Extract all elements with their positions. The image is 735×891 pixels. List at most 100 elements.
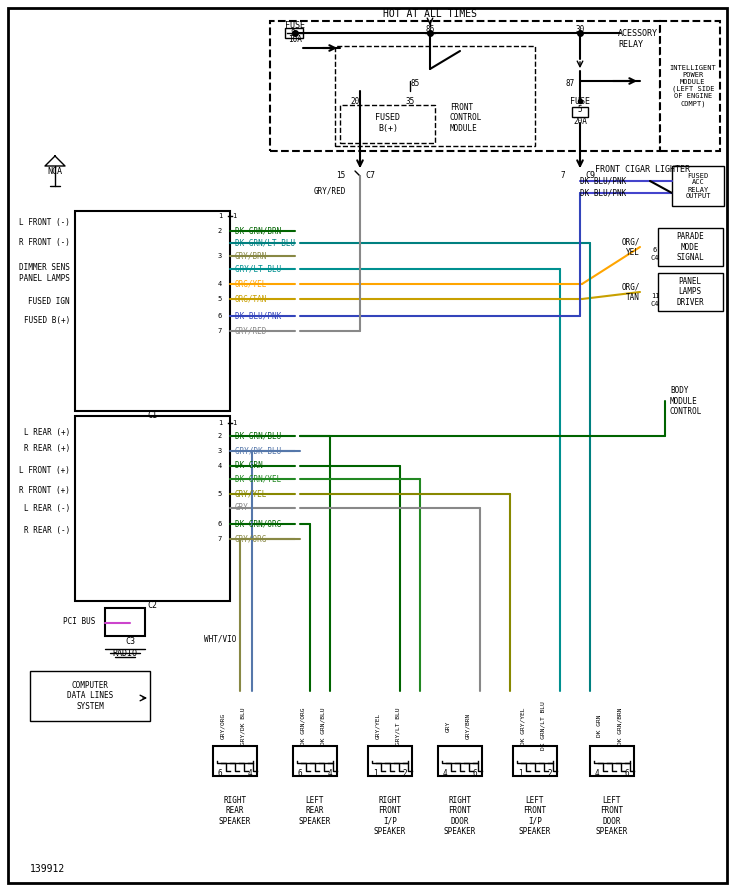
Text: DIMMER SENS
PANEL LAMPS: DIMMER SENS PANEL LAMPS [19, 264, 70, 282]
Text: 1: 1 [218, 213, 222, 219]
Text: C2: C2 [147, 601, 157, 609]
Text: 5: 5 [578, 104, 582, 113]
Text: PARADE
MODE
SIGNAL: PARADE MODE SIGNAL [676, 232, 704, 262]
Text: RIGHT
REAR
SPEAKER: RIGHT REAR SPEAKER [219, 796, 251, 826]
Text: FUSED: FUSED [376, 113, 401, 122]
Text: 7: 7 [560, 171, 565, 181]
Text: 3: 3 [218, 253, 222, 259]
Bar [270, 21, 660, 151]
Text: DK GRN/LT BLU: DK GRN/LT BLU [235, 239, 295, 248]
Text: R REAR (+): R REAR (+) [24, 444, 70, 453]
Text: 6: 6 [298, 770, 302, 779]
Text: B(+): B(+) [378, 124, 398, 133]
Text: FRONT CIGAR LIGHTER: FRONT CIGAR LIGHTER [595, 165, 690, 174]
Text: DK GRN/ORG: DK GRN/ORG [301, 707, 306, 745]
Text: DK BLU/PNK: DK BLU/PNK [235, 312, 282, 321]
Text: INTELLIGENT
POWER
MODULE
(LEFT SIDE
OF ENGINE
COMPT): INTELLIGENT POWER MODULE (LEFT SIDE OF E… [670, 65, 717, 107]
Text: GRY/ORG: GRY/ORG [220, 713, 226, 740]
Text: 139912: 139912 [30, 864, 65, 874]
Text: L FRONT (-): L FRONT (-) [19, 218, 70, 227]
Text: FUSED B(+): FUSED B(+) [24, 316, 70, 325]
Bar [75, 416, 230, 601]
Bar [590, 746, 634, 776]
Bar [340, 105, 435, 143]
Text: 7: 7 [218, 536, 222, 542]
Text: C7: C7 [365, 171, 375, 181]
Bar [30, 671, 150, 721]
Text: 1: 1 [232, 213, 236, 219]
Text: GRY/DK BLU: GRY/DK BLU [235, 446, 282, 455]
Text: DK GRN: DK GRN [235, 462, 262, 470]
Text: 6: 6 [218, 521, 222, 527]
Bar [660, 21, 720, 151]
Text: ACESSORY
RELAY: ACESSORY RELAY [618, 29, 658, 49]
Bar [368, 746, 412, 776]
Text: RIGHT
FRONT
I/P
SPEAKER: RIGHT FRONT I/P SPEAKER [374, 796, 406, 836]
Text: 10A: 10A [288, 36, 302, 45]
Text: LEFT
FRONT
DOOR
SPEAKER: LEFT FRONT DOOR SPEAKER [596, 796, 628, 836]
Text: 86: 86 [426, 24, 434, 34]
Text: 8: 8 [290, 29, 295, 37]
Text: GRY/YEL: GRY/YEL [376, 713, 381, 740]
Text: 1: 1 [218, 420, 222, 426]
Text: DK GRN: DK GRN [598, 715, 603, 737]
Text: GRY/YEL: GRY/YEL [235, 489, 268, 498]
Text: 6
C4: 6 C4 [650, 248, 659, 260]
Text: L REAR (+): L REAR (+) [24, 429, 70, 437]
Bar [75, 211, 230, 411]
Bar [658, 273, 723, 311]
Text: NCA: NCA [48, 167, 62, 176]
Text: FRONT
CONTROL
MODULE: FRONT CONTROL MODULE [450, 103, 482, 133]
Text: C9: C9 [585, 171, 595, 181]
Text: 35: 35 [406, 96, 415, 105]
Bar [213, 746, 257, 776]
Text: LEFT
FRONT
I/P
SPEAKER: LEFT FRONT I/P SPEAKER [519, 796, 551, 836]
Text: DK BLU/PNK: DK BLU/PNK [580, 176, 626, 185]
Text: C3: C3 [125, 636, 135, 645]
Text: GRY: GRY [235, 503, 249, 512]
Text: GRY/BRN: GRY/BRN [235, 251, 268, 260]
Text: 5: 5 [218, 296, 222, 302]
Bar [658, 228, 723, 266]
Text: C1: C1 [147, 411, 157, 420]
Text: 2: 2 [403, 770, 407, 779]
Text: FUSE: FUSE [285, 21, 305, 30]
Text: GRY/DK BLU: GRY/DK BLU [240, 707, 245, 745]
Text: FUSED
ACC
RELAY
OUTPUT: FUSED ACC RELAY OUTPUT [685, 173, 711, 200]
Text: 4: 4 [328, 770, 332, 779]
Text: RADIO: RADIO [112, 649, 137, 658]
Text: DK GRN/ORG: DK GRN/ORG [235, 519, 282, 528]
Text: 20: 20 [351, 96, 360, 105]
Text: 6: 6 [473, 770, 477, 779]
Text: 4: 4 [218, 463, 222, 469]
Bar [438, 746, 482, 776]
Text: 11
C4: 11 C4 [650, 293, 659, 307]
Bar [572, 107, 588, 117]
Text: BODY
MODULE
CONTROL: BODY MODULE CONTROL [670, 386, 703, 416]
Text: 5: 5 [218, 491, 222, 497]
Text: 2: 2 [548, 770, 552, 779]
Text: 30: 30 [576, 24, 584, 34]
Text: 2: 2 [218, 433, 222, 439]
Text: 6: 6 [218, 770, 222, 779]
Bar [105, 608, 145, 636]
Text: HOT AT ALL TIMES: HOT AT ALL TIMES [383, 9, 477, 19]
Text: ORG/
TAN: ORG/ TAN [622, 282, 640, 302]
Text: L FRONT (+): L FRONT (+) [19, 467, 70, 476]
Text: ORG/TAN: ORG/TAN [235, 295, 268, 304]
Bar [672, 166, 724, 206]
Text: ORG/
YEL: ORG/ YEL [622, 237, 640, 257]
Text: 1: 1 [232, 420, 236, 426]
Text: L REAR (-): L REAR (-) [24, 503, 70, 512]
Text: 7: 7 [218, 328, 222, 334]
Text: GRY/LT BLU: GRY/LT BLU [235, 265, 282, 274]
Text: DK GRN/BRN: DK GRN/BRN [235, 226, 282, 235]
Text: DK GRN/BRN: DK GRN/BRN [617, 707, 623, 745]
Text: GRY/BRN: GRY/BRN [465, 713, 470, 740]
Text: 4: 4 [442, 770, 448, 779]
Text: GRY/LT BLU: GRY/LT BLU [395, 707, 401, 745]
Text: 1: 1 [517, 770, 523, 779]
Text: R FRONT (+): R FRONT (+) [19, 486, 70, 495]
Text: 4: 4 [248, 770, 252, 779]
Text: COMPUTER
DATA LINES
SYSTEM: COMPUTER DATA LINES SYSTEM [67, 681, 113, 711]
